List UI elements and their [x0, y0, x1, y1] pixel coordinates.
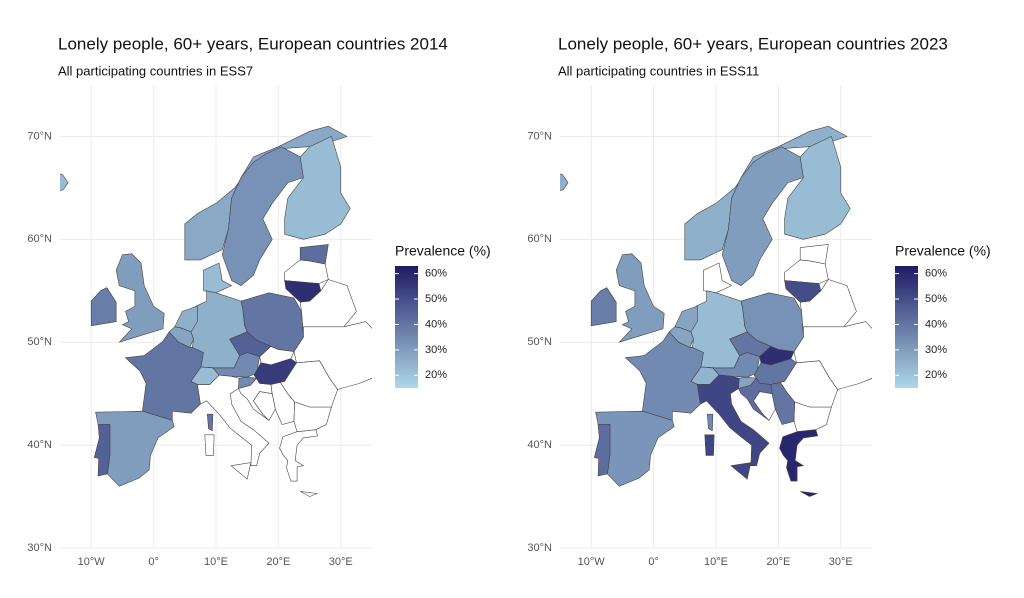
y-tick-label: 70°N [527, 130, 552, 142]
country [238, 376, 258, 389]
x-tick-label: 10°W [578, 556, 606, 568]
country [240, 292, 304, 352]
country [615, 253, 665, 343]
country [60, 173, 69, 191]
map-regions [60, 125, 372, 497]
country [560, 173, 569, 191]
y-tick-label: 50°N [527, 336, 552, 348]
legend-colorbar [895, 266, 918, 388]
chart-subtitle: All participating countries in ESS11 [558, 63, 759, 78]
country-outline [196, 374, 270, 480]
map-panel: Lonely people, 60+ years, European count… [527, 34, 990, 567]
map-panel: Lonely people, 60+ years, European count… [27, 34, 490, 567]
country [721, 146, 804, 286]
country [593, 424, 611, 477]
y-tick-label: 40°N [27, 439, 52, 451]
country [784, 280, 822, 303]
x-tick-label: 10°E [704, 556, 728, 568]
legend-colorbar [395, 266, 418, 388]
country [168, 326, 194, 348]
country [115, 253, 165, 343]
country [779, 429, 819, 497]
legend-title: Prevalence (%) [395, 243, 491, 259]
legend-label: 20% [925, 369, 947, 381]
legend-label: 20% [425, 369, 447, 381]
legend-label: 50% [925, 293, 947, 305]
country [253, 358, 297, 385]
country [284, 280, 322, 303]
chart-title: Lonely people, 60+ years, European count… [58, 34, 448, 53]
country [740, 292, 804, 352]
country [299, 244, 329, 265]
country [212, 352, 261, 378]
y-tick-label: 70°N [27, 130, 52, 142]
y-tick-label: 60°N [527, 233, 552, 245]
legend-label: 30% [425, 344, 447, 356]
country [784, 135, 851, 240]
country [590, 287, 617, 327]
map-regions [560, 125, 872, 497]
country [284, 135, 351, 240]
legend-label: 60% [425, 268, 447, 280]
chart-subtitle: All participating countries in ESS7 [58, 63, 253, 78]
y-tick-label: 60°N [27, 233, 52, 245]
country [90, 287, 117, 327]
country-outline [784, 259, 829, 284]
legend-label: 30% [925, 344, 947, 356]
x-tick-label: 10°E [204, 556, 228, 568]
country [93, 424, 111, 477]
chart-title: Lonely people, 60+ years, European count… [558, 34, 948, 53]
legend-label: 60% [925, 268, 947, 280]
legend-title: Prevalence (%) [895, 243, 991, 259]
country [770, 381, 795, 425]
x-tick-label: 20°E [266, 556, 290, 568]
country [696, 374, 770, 480]
country-outline [293, 321, 372, 390]
country-outline [253, 391, 276, 421]
country-outline [279, 429, 319, 497]
y-tick-label: 40°N [527, 439, 552, 451]
legend-label: 40% [425, 318, 447, 330]
x-tick-label: 0° [148, 556, 159, 568]
legend-label: 40% [925, 318, 947, 330]
x-tick-label: 30°E [829, 556, 853, 568]
legend-label: 50% [425, 293, 447, 305]
y-tick-label: 50°N [27, 336, 52, 348]
x-tick-label: 10°W [78, 556, 106, 568]
y-tick-label: 30°N [27, 542, 52, 554]
x-tick-label: 30°E [329, 556, 353, 568]
country [221, 146, 304, 286]
y-tick-label: 30°N [527, 542, 552, 554]
x-tick-label: 20°E [766, 556, 790, 568]
country [738, 377, 773, 421]
x-tick-label: 0° [648, 556, 659, 568]
country-outline [793, 321, 872, 390]
country [668, 326, 694, 348]
